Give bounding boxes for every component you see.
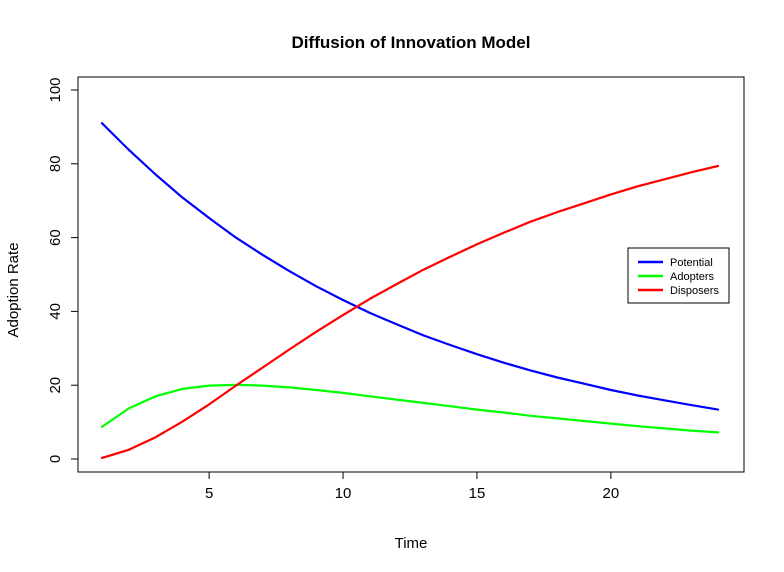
y-tick-label: 20 — [47, 377, 64, 394]
x-axis: 5 10 15 20 — [205, 471, 620, 502]
legend-label-adopters: Adopters — [670, 271, 715, 283]
y-tick-label: 40 — [47, 303, 64, 320]
x-axis-label: Time — [395, 535, 428, 552]
series-line-adopters — [100, 383, 720, 434]
x-tick-label: 20 — [603, 485, 620, 502]
legend-label-potential: Potential — [670, 257, 713, 269]
x-tick-label: 10 — [335, 485, 352, 502]
x-tick-label: 15 — [469, 485, 486, 502]
y-tick-label: 0 — [47, 455, 64, 463]
y-axis: 0 20 40 60 80 100 — [47, 77, 78, 463]
legend: Potential Adopters Disposers — [627, 247, 730, 304]
legend-label-disposers: Disposers — [670, 285, 719, 297]
series-layer — [100, 122, 720, 459]
y-tick-label: 60 — [47, 229, 64, 246]
chart-title: Diffusion of Innovation Model — [292, 33, 531, 52]
series-line-disposers — [100, 164, 720, 459]
y-axis-label: Adoption Rate — [5, 242, 22, 337]
x-tick-label: 5 — [205, 485, 213, 502]
y-tick-label: 80 — [47, 155, 64, 172]
series-line-potential — [100, 122, 720, 411]
y-tick-label: 100 — [47, 77, 64, 102]
